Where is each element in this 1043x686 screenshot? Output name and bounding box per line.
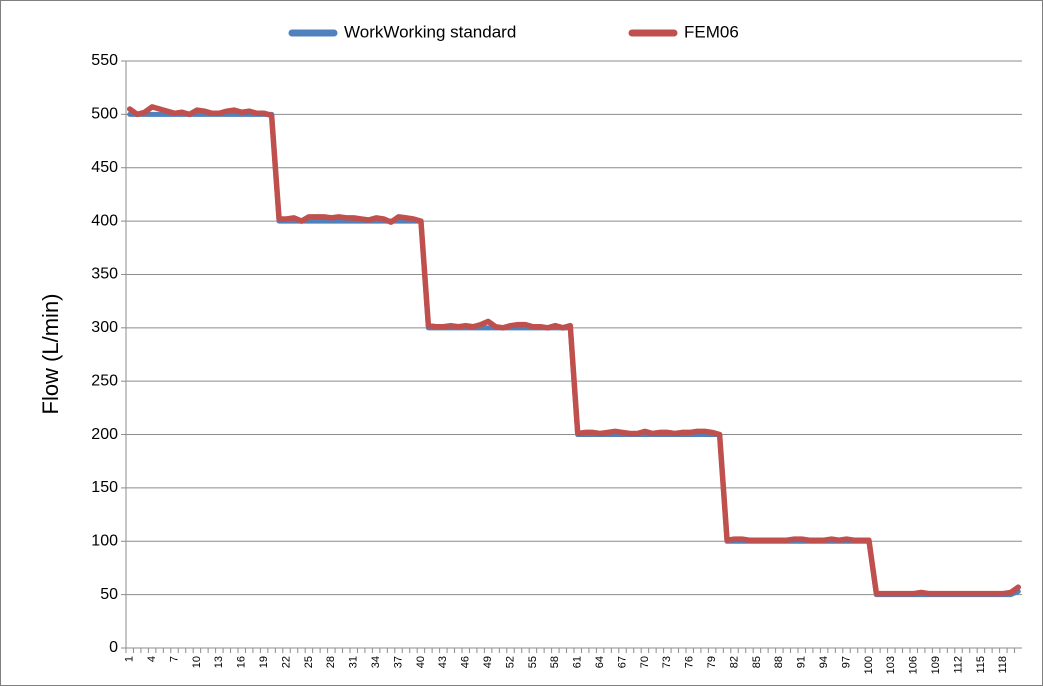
x-tick-label: 82: [728, 656, 740, 668]
x-tick-label: 19: [258, 656, 270, 668]
x-tick-label: 31: [348, 656, 360, 668]
x-tick-label: 79: [706, 656, 718, 668]
x-tick-label: 103: [885, 656, 897, 674]
y-tick-label: 0: [109, 639, 118, 656]
x-tick-label: 106: [908, 656, 920, 674]
x-tick-label: 22: [280, 656, 292, 668]
x-tick-label: 49: [482, 656, 494, 668]
x-tick-label: 40: [415, 656, 427, 668]
x-tick-label: 112: [952, 656, 964, 674]
x-tick-label: 58: [549, 656, 561, 668]
x-tick-label: 37: [392, 656, 404, 668]
y-tick-label: 100: [91, 532, 118, 549]
x-tick-label: 91: [796, 656, 808, 668]
x-tick-label: 52: [504, 656, 516, 668]
x-tick-label: 73: [661, 656, 673, 668]
x-tick-label: 7: [168, 656, 180, 662]
x-tick-label: 1: [124, 656, 136, 662]
x-tick-label: 118: [997, 656, 1009, 674]
y-tick-label: 300: [91, 319, 118, 336]
x-tick-label: 115: [975, 656, 987, 674]
x-tick-label: 97: [840, 656, 852, 668]
x-tick-label: 13: [213, 656, 225, 668]
x-tick-label: 61: [572, 656, 584, 668]
x-tick-label: 55: [527, 656, 539, 668]
legend-label: FEM06: [684, 22, 739, 41]
x-tick-label: 64: [594, 656, 606, 668]
x-tick-label: 4: [146, 656, 158, 662]
x-tick-label: 70: [639, 656, 651, 668]
x-tick-label: 85: [751, 656, 763, 668]
x-tick-label: 46: [460, 656, 472, 668]
line-series: [126, 104, 1022, 597]
x-tick-label: 88: [773, 656, 785, 668]
x-tick-label: 94: [818, 656, 830, 668]
y-axis-label: Flow (L/min): [38, 293, 63, 414]
x-tick-label: 67: [616, 656, 628, 668]
x-tick-label: 16: [236, 656, 248, 668]
y-tick-label: 200: [91, 426, 118, 443]
y-tick-label: 500: [91, 106, 118, 123]
y-tick-label: 150: [91, 479, 118, 496]
x-tick-label: 10: [191, 656, 203, 668]
y-tick-label: 350: [91, 266, 118, 283]
y-tick-label: 550: [91, 52, 118, 69]
x-tick-label: 100: [863, 656, 875, 674]
x-tick-label: 28: [325, 656, 337, 668]
y-tick-label: 50: [100, 586, 118, 603]
y-tick-label: 450: [91, 159, 118, 176]
y-tick-label: 250: [91, 372, 118, 389]
x-tick-label: 25: [303, 656, 315, 668]
legend-label: WorkWorking standard: [344, 22, 516, 41]
y-tick-label: 400: [91, 212, 118, 229]
x-tick-label: 43: [437, 656, 449, 668]
x-tick-label: 34: [370, 656, 382, 668]
x-tick-label: 109: [930, 656, 942, 674]
x-tick-label: 76: [684, 656, 696, 668]
